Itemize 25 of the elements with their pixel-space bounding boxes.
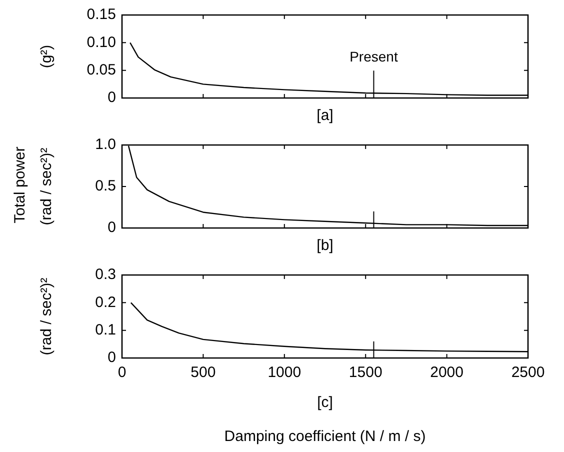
y-tick-label: 1.0 [95,136,116,154]
x-tick-label: 2500 [511,364,545,382]
y-tick-label: 0.15 [86,6,116,24]
text: Damping coefficient (N / m / s) [224,428,426,445]
x-axis-title: [b] [316,237,334,254]
y-axis-title: (rad / sec²)² [38,278,56,356]
x-tick-label: 1000 [268,364,302,382]
y-tick-label: 0.10 [86,34,116,51]
text: Total power [12,146,28,224]
y-axis-title: (rad / sec²)² [38,148,56,226]
y-tick-label: 0.2 [95,294,116,311]
x-tick-label: 2000 [430,364,464,382]
x-tick-label: 1500 [348,364,382,382]
y-tick-label: 0.5 [95,178,116,195]
y-axis-title: (g²) [38,44,56,68]
ref-line-label: Present [350,48,398,64]
y-tick-label: 0 [108,89,116,106]
x-axis-title: [a] [316,107,334,124]
x-axis-title: [c] [317,394,333,412]
y-tick-label: 0.05 [86,61,116,78]
y-tick-label: 0 [108,219,116,236]
y-tick-label: 0.3 [95,266,116,284]
x-tick-label: 500 [190,364,216,382]
y-tick-label: 0.1 [95,321,116,338]
y-tick-label: 0 [108,349,116,366]
